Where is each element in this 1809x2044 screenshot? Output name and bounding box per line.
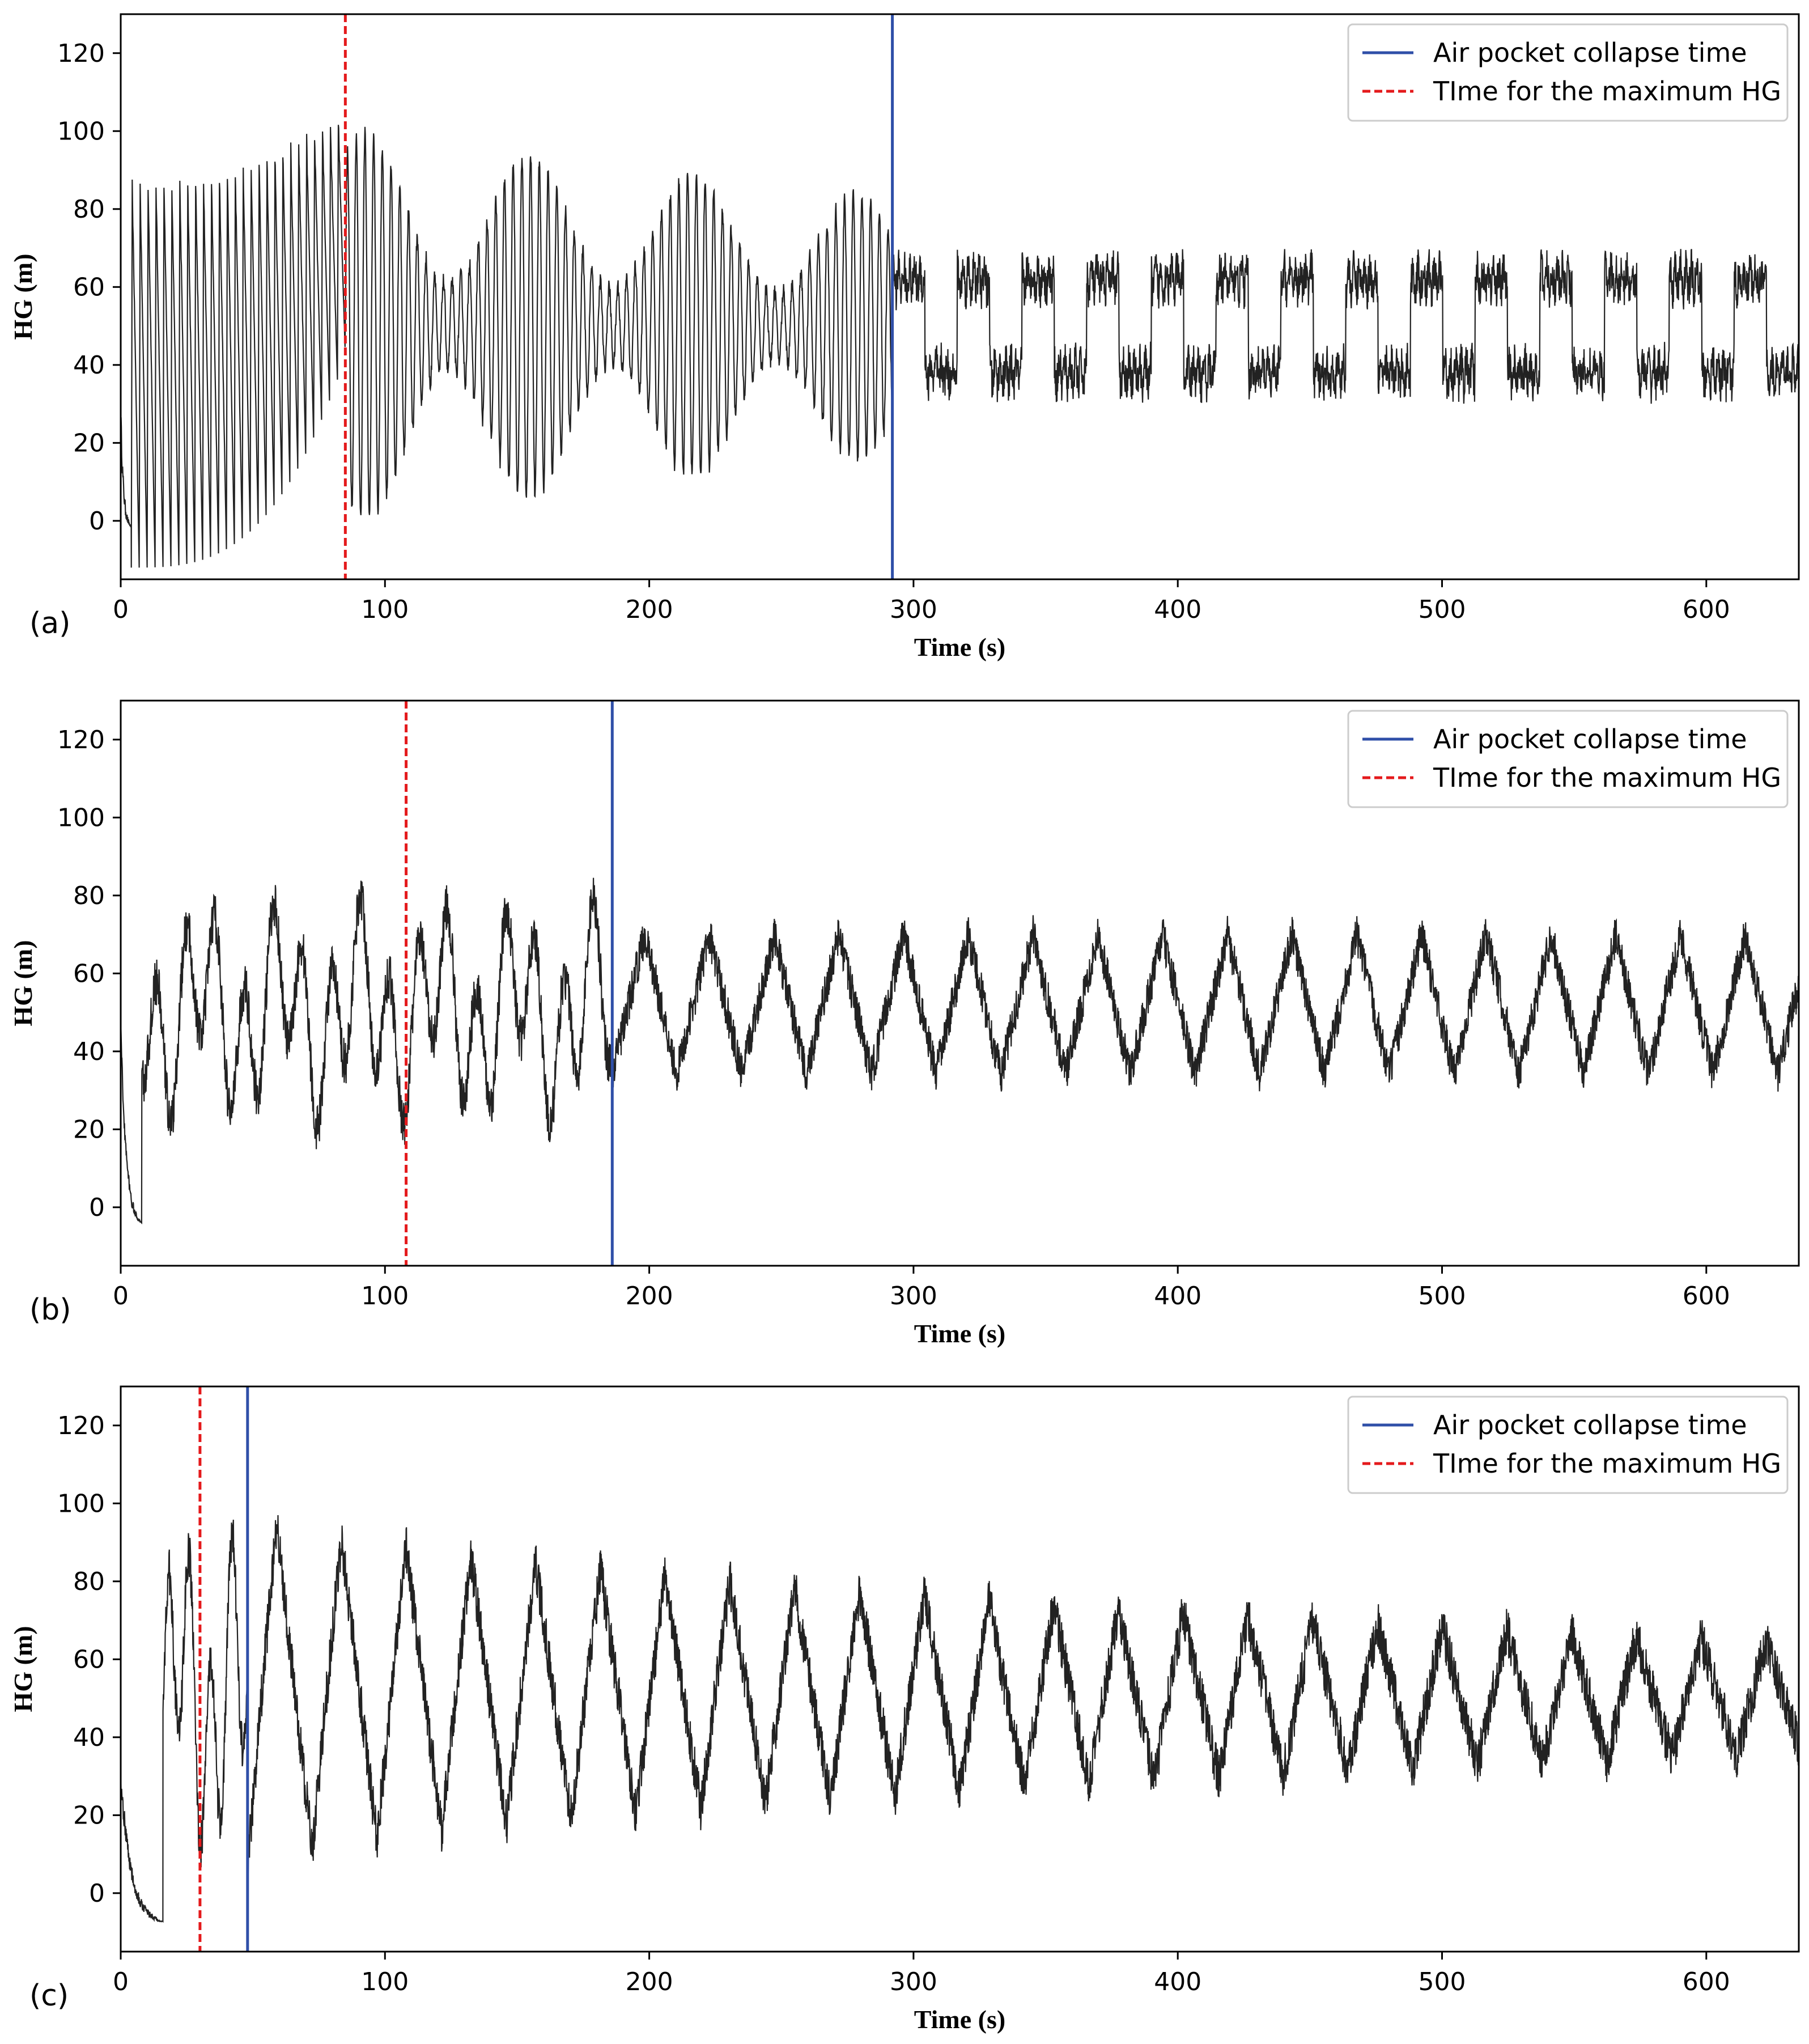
y-tick-label: 60	[73, 1645, 105, 1674]
y-tick-label: 80	[73, 195, 105, 224]
y-tick-label: 80	[73, 1567, 105, 1596]
x-tick-label: 600	[1683, 595, 1730, 624]
axes-frame	[120, 13, 1800, 580]
y-tick-label: 20	[73, 429, 105, 457]
y-tick-label: 0	[89, 507, 105, 536]
x-tick-label: 400	[1154, 595, 1201, 624]
x-tick-label: 0	[113, 595, 129, 624]
legend: Air pocket collapse time TIme for the max…	[1347, 1396, 1789, 1494]
y-axis-label: HG (m)	[9, 940, 37, 1026]
y-tick-label: 60	[73, 273, 105, 302]
legend-label-collapse: Air pocket collapse time	[1433, 1410, 1747, 1440]
legend-label-max-hg: TIme for the maximum HG	[1433, 76, 1781, 107]
y-tick-label: 20	[73, 1115, 105, 1144]
y-tick-label: 60	[73, 959, 105, 988]
x-tick-label: 600	[1683, 1282, 1730, 1311]
panel-label: (b)	[29, 1293, 71, 1327]
x-axis-label: Time (s)	[914, 1319, 1005, 1348]
x-axis-label: Time (s)	[914, 633, 1005, 661]
series-line-hg	[121, 1515, 1799, 1923]
y-tick-label: 40	[73, 1723, 105, 1752]
chart-panel-3: 0 100 200 300 400 500 600 0 20 40 60 80 100 120 Time (…	[9, 1385, 1800, 2034]
legend-label-max-hg: TIme for the maximum HG	[1433, 762, 1781, 793]
y-tick-label: 120	[57, 726, 105, 754]
x-tick-label: 300	[890, 1967, 937, 1996]
y-tick-label: 0	[89, 1879, 105, 1908]
x-axis-label: Time (s)	[914, 2005, 1005, 2034]
x-tick-label: 600	[1683, 1967, 1730, 1996]
legend-box	[1347, 710, 1789, 808]
x-tick-label: 400	[1154, 1967, 1201, 1996]
y-tick-label: 120	[57, 1411, 105, 1440]
chart-panel-1: 0 100 200 300 400 500 600 0 20 40 60 80 100 120 Time (…	[9, 13, 1800, 661]
x-tick-label: 500	[1419, 595, 1466, 624]
x-tick-label: 300	[890, 595, 937, 624]
legend: Air pocket collapse time TIme for the max…	[1347, 23, 1789, 122]
y-tick-label: 40	[73, 351, 105, 380]
x-tick-label: 400	[1154, 1282, 1201, 1311]
series-line-hg	[121, 125, 1799, 568]
x-tick-label: 500	[1419, 1282, 1466, 1311]
y-axis-label: HG (m)	[9, 1626, 37, 1712]
panel-label: (c)	[29, 1979, 69, 2013]
x-tick-label: 100	[361, 1282, 409, 1311]
y-tick-label: 100	[57, 117, 105, 146]
axes-frame	[120, 699, 1800, 1267]
legend-box	[1347, 1396, 1789, 1494]
chart-panel-2: 0 100 200 300 400 500 600 0 20 40 60 80 100 120 Time (…	[9, 699, 1800, 1348]
series-line-hg	[121, 877, 1799, 1225]
panel-label: (a)	[29, 607, 70, 641]
x-tick-label: 200	[626, 1282, 673, 1311]
y-axis-label: HG (m)	[9, 253, 37, 340]
legend-label-max-hg: TIme for the maximum HG	[1433, 1448, 1781, 1479]
y-tick-label: 0	[89, 1193, 105, 1222]
legend-box	[1347, 23, 1789, 122]
y-tick-label: 40	[73, 1037, 105, 1066]
x-tick-label: 300	[890, 1282, 937, 1311]
x-tick-label: 100	[361, 595, 409, 624]
axes-frame	[120, 1385, 1800, 1953]
legend-label-collapse: Air pocket collapse time	[1433, 724, 1747, 754]
x-tick-label: 0	[113, 1282, 129, 1311]
y-tick-label: 100	[57, 803, 105, 832]
x-tick-label: 200	[626, 595, 673, 624]
y-tick-label: 20	[73, 1801, 105, 1830]
y-tick-label: 100	[57, 1489, 105, 1518]
x-tick-label: 500	[1419, 1967, 1466, 1996]
legend-label-collapse: Air pocket collapse time	[1433, 37, 1747, 68]
x-tick-label: 100	[361, 1967, 409, 1996]
y-tick-label: 80	[73, 881, 105, 910]
legend: Air pocket collapse time TIme for the max…	[1347, 710, 1789, 808]
y-tick-label: 120	[57, 39, 105, 68]
x-tick-label: 200	[626, 1967, 673, 1996]
x-tick-label: 0	[113, 1967, 129, 1996]
